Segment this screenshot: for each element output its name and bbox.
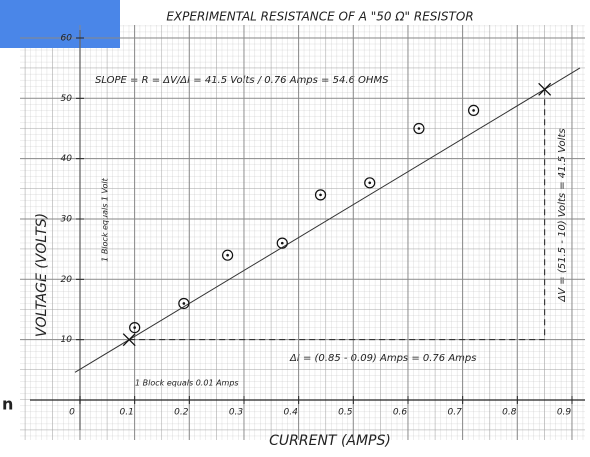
y-tick-label: 10 (61, 335, 73, 345)
x-tick-label: 0.2 (174, 408, 189, 418)
y-tick-label: 20 (61, 275, 73, 285)
data-point (314, 189, 327, 201)
data-point (129, 322, 141, 334)
data-point-dot (133, 326, 136, 329)
amp-scale-note: 1 Block equals 0.01 Amps (135, 379, 239, 388)
x-tick-label: 0.1 (120, 408, 134, 418)
data-point (364, 177, 376, 189)
blue-header-block (0, 0, 120, 48)
x-tick-label: 0.7 (448, 408, 463, 418)
volt-scale-note: 1 Block equals 1 Volt (101, 177, 110, 261)
data-point-dot (226, 253, 229, 257)
data-point-dot (319, 193, 322, 197)
y-tick-label: 40 (61, 154, 73, 164)
x-tick-label: 0 (69, 408, 75, 418)
fit-line (128, 88, 545, 341)
data-point-dot (182, 302, 186, 305)
fit-point-cross (122, 333, 136, 347)
graph-paper-blocks (20, 25, 585, 440)
data-point-dot (368, 181, 372, 185)
fit-point-cross (538, 82, 552, 96)
data-point (413, 122, 425, 135)
x-axis-label: CURRENT (AMPS) (269, 433, 391, 449)
x-tick-label: 0.6 (393, 408, 408, 418)
delta-i-annotation: ΔI = (0.85 - 0.09) Amps = 0.76 Amps (289, 353, 476, 364)
data-point (276, 237, 288, 249)
x-tick-label: 0.4 (284, 408, 299, 418)
chart-title: EXPERIMENTAL RESISTANCE OF A "50 Ω" RESI… (166, 10, 473, 24)
data-point-dot (280, 241, 284, 245)
fit-line-extension (74, 339, 130, 373)
y-axis-label: VOLTAGE (VOLTS) (34, 213, 50, 337)
y-tick-label: 60 (61, 34, 73, 44)
x-tick-label: 0.8 (502, 408, 517, 418)
cropped-text: n (2, 395, 13, 414)
x-tick-label: 0.5 (338, 408, 353, 418)
data-point (178, 297, 190, 310)
slope-annotation: SLOPE = R = ΔV/ΔI = 41.5 Volts / 0.76 Am… (95, 75, 389, 86)
delta-v-annotation: ΔV = (51.5 - 10) Volts = 41.5 Volts (557, 128, 568, 302)
x-tick-label: 0.3 (229, 408, 244, 418)
fit-line-extension (544, 67, 581, 90)
data-point-dot (417, 127, 421, 130)
x-tick-label: 0.9 (557, 408, 572, 418)
y-tick-label: 30 (61, 215, 73, 225)
data-point (468, 104, 480, 117)
y-tick-label: 50 (61, 94, 73, 104)
data-point-dot (472, 109, 475, 112)
data-point (222, 249, 234, 261)
